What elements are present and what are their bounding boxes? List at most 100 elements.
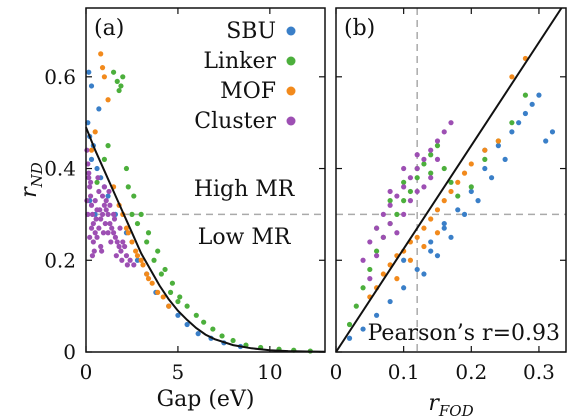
b-point-mof xyxy=(394,276,400,282)
a-point-cluster xyxy=(107,220,113,227)
b-point-cluster xyxy=(387,202,393,208)
a-region-label-high: High MR xyxy=(194,177,296,202)
b-point-linker xyxy=(387,198,393,204)
a-point-sbu xyxy=(175,312,181,318)
a-point-linker xyxy=(151,257,157,263)
b-x-axis-label: rFOD xyxy=(428,391,473,416)
a-point-linker xyxy=(155,248,161,254)
b-point-mof xyxy=(434,207,441,213)
a-point-cluster xyxy=(118,248,124,254)
a-point-cluster xyxy=(87,193,94,199)
a-point-linker xyxy=(193,312,199,318)
a-point-linker xyxy=(120,74,126,80)
a-legend-marker-mof xyxy=(286,86,296,96)
b-point-linker xyxy=(509,120,515,126)
a-point-linker xyxy=(145,230,152,236)
a-point-cluster xyxy=(122,243,128,250)
b-x-tick-label: 0 xyxy=(330,360,343,384)
a-scatter-points xyxy=(84,51,313,354)
b-point-cluster xyxy=(428,175,434,181)
a-point-cluster xyxy=(105,211,111,217)
a-point-linker xyxy=(131,193,137,199)
a-point-mof xyxy=(134,253,141,259)
a-point-cluster xyxy=(96,225,102,231)
a-point-cluster xyxy=(90,239,96,245)
b-point-linker xyxy=(455,193,461,199)
b-point-linker xyxy=(421,161,427,167)
b-point-sbu xyxy=(387,298,393,305)
b-point-cluster xyxy=(414,165,420,172)
b-point-cluster xyxy=(434,138,441,144)
a-point-linker xyxy=(129,211,135,217)
b-point-sbu xyxy=(428,248,434,254)
a-legend-label-mof: MOF xyxy=(220,79,276,104)
b-point-sbu xyxy=(448,234,454,240)
a-point-cluster xyxy=(86,175,92,181)
b-point-cluster xyxy=(428,147,434,153)
a-point-cluster xyxy=(98,216,104,222)
b-point-sbu xyxy=(428,239,434,245)
b-point-linker xyxy=(428,152,434,158)
a-point-linker xyxy=(230,337,236,344)
a-point-linker xyxy=(123,165,130,172)
b-point-sbu xyxy=(509,129,515,135)
b-point-linker xyxy=(394,211,400,217)
a-point-mof xyxy=(92,129,98,135)
b-point-mof xyxy=(495,138,501,144)
b-point-sbu xyxy=(441,225,447,231)
a-x-tick-label: 0 xyxy=(80,360,93,384)
a-legend-marker-sbu xyxy=(286,26,296,36)
a-point-linker xyxy=(114,78,120,84)
a-point-cluster xyxy=(120,239,126,245)
b-point-linker xyxy=(407,188,414,195)
b-point-sbu xyxy=(522,110,529,117)
a-point-sbu xyxy=(105,193,111,199)
b-point-cluster xyxy=(421,156,427,162)
a-point-mof xyxy=(101,74,107,80)
a-point-cluster xyxy=(103,207,109,213)
a-point-sbu xyxy=(134,257,141,263)
a-point-sbu xyxy=(184,321,190,328)
a-point-cluster xyxy=(99,193,106,199)
a-point-cluster xyxy=(87,179,94,185)
a-point-mof xyxy=(123,225,130,231)
b-point-linker xyxy=(373,248,380,254)
b-point-cluster xyxy=(421,184,427,190)
a-x-tick-label: 10 xyxy=(257,360,282,384)
a-region-label-low: Low MR xyxy=(198,225,292,250)
a-point-cluster xyxy=(86,170,92,176)
a-point-cluster xyxy=(96,188,102,195)
b-point-cluster xyxy=(407,175,414,181)
b-point-sbu xyxy=(502,156,508,162)
b-point-mof xyxy=(380,271,386,277)
b-point-mof xyxy=(509,74,515,80)
a-point-linker xyxy=(125,184,131,190)
a-point-linker xyxy=(162,266,168,273)
a-point-linker xyxy=(219,333,225,339)
a-point-cluster xyxy=(91,248,97,254)
b-fit-line xyxy=(335,7,563,353)
a-point-linker xyxy=(116,87,122,94)
b-point-sbu xyxy=(482,165,488,172)
a-y-tick-label: 0.4 xyxy=(44,157,76,181)
a-x-tick-label: 5 xyxy=(172,360,185,384)
b-plot-frame xyxy=(335,7,567,353)
a-point-linker xyxy=(138,211,144,217)
a-point-linker xyxy=(201,319,207,325)
a-point-linker xyxy=(175,298,181,305)
a-legend: SBU Linker MOF Cluster xyxy=(194,19,296,134)
a-point-cluster xyxy=(99,248,105,254)
a-point-cluster xyxy=(95,175,101,181)
b-point-sbu xyxy=(441,220,447,227)
b-point-mof xyxy=(421,225,427,231)
b-point-mof xyxy=(468,161,474,167)
a-point-cluster xyxy=(94,234,100,240)
a-point-mof xyxy=(145,276,152,282)
b-point-sbu xyxy=(549,129,556,135)
b-point-linker xyxy=(434,143,441,149)
b-point-cluster xyxy=(373,225,380,231)
a-point-cluster xyxy=(119,257,125,263)
b-point-cluster xyxy=(394,230,400,236)
b-point-sbu xyxy=(488,175,495,181)
b-point-sbu xyxy=(529,101,535,107)
